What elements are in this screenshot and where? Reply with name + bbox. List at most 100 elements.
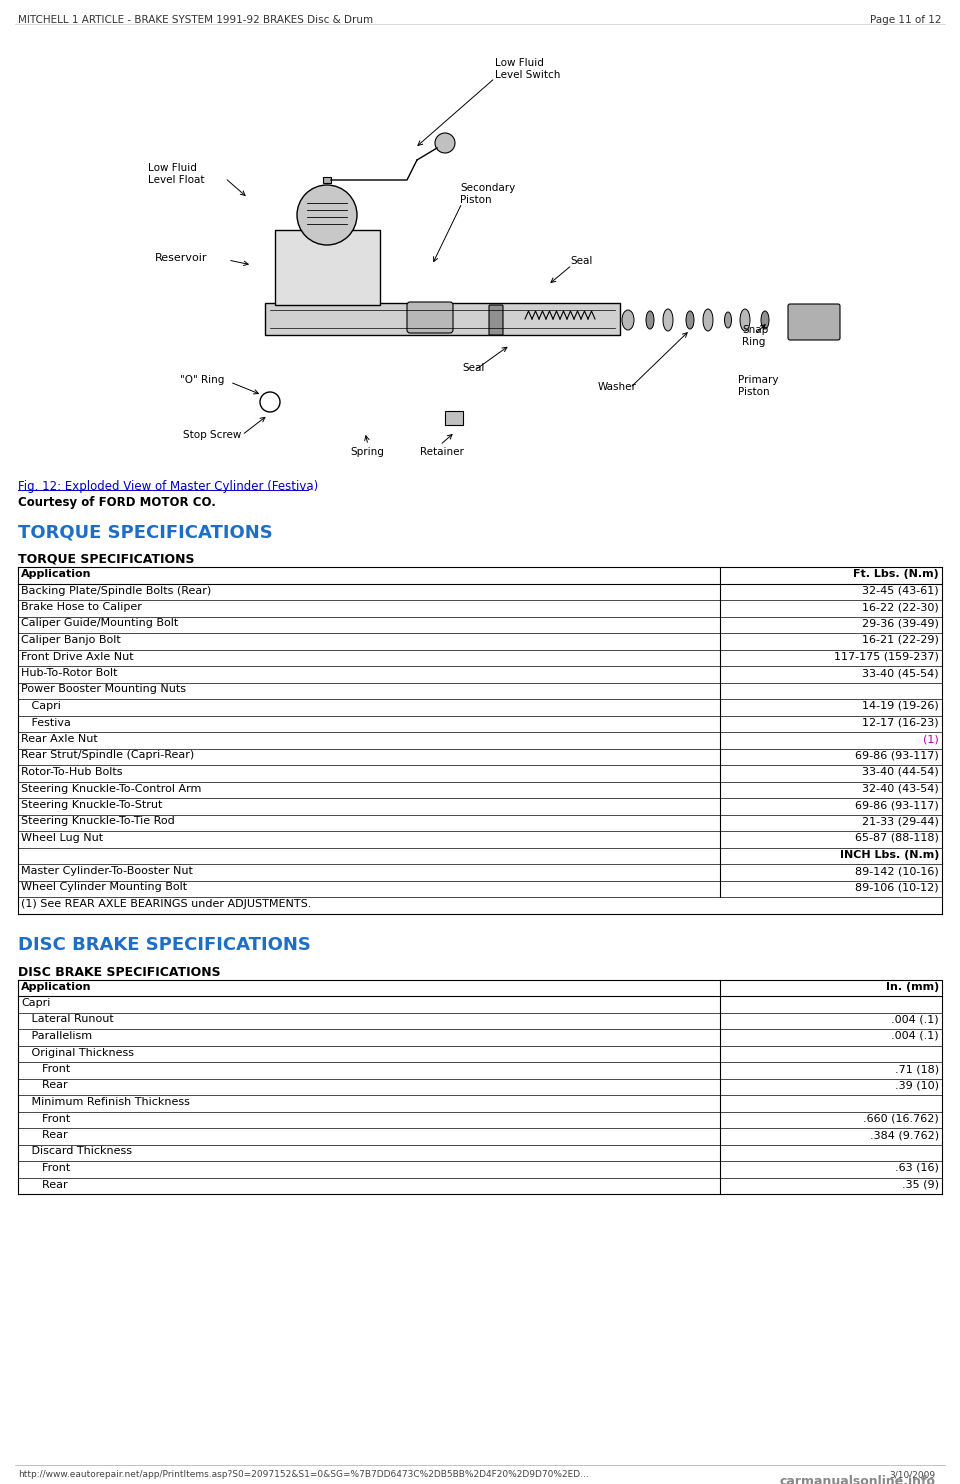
Text: 32-40 (43-54): 32-40 (43-54) xyxy=(862,784,939,794)
Text: .660 (16.762): .660 (16.762) xyxy=(863,1113,939,1123)
Text: Steering Knuckle-To-Tie Rod: Steering Knuckle-To-Tie Rod xyxy=(21,816,175,827)
Text: 29-36 (39-49): 29-36 (39-49) xyxy=(862,619,939,629)
Text: Reservoir: Reservoir xyxy=(155,252,207,263)
Text: DISC BRAKE SPECIFICATIONS: DISC BRAKE SPECIFICATIONS xyxy=(18,966,221,978)
Text: Piston: Piston xyxy=(460,194,492,205)
Ellipse shape xyxy=(646,312,654,329)
Text: Secondary: Secondary xyxy=(460,183,516,193)
Text: Rear Axle Nut: Rear Axle Nut xyxy=(21,735,98,743)
Text: Discard Thickness: Discard Thickness xyxy=(21,1147,132,1156)
Bar xyxy=(445,411,463,424)
Text: Page 11 of 12: Page 11 of 12 xyxy=(871,15,942,25)
Ellipse shape xyxy=(663,309,673,331)
Text: Spring: Spring xyxy=(350,447,384,457)
Text: Capri: Capri xyxy=(21,999,50,1008)
Text: Courtesy of FORD MOTOR CO.: Courtesy of FORD MOTOR CO. xyxy=(18,496,216,509)
Text: Fig. 12: Exploded View of Master Cylinder (Festiva): Fig. 12: Exploded View of Master Cylinde… xyxy=(18,479,319,493)
Text: Piston: Piston xyxy=(738,387,770,398)
Text: MITCHELL 1 ARTICLE - BRAKE SYSTEM 1991-92 BRAKES Disc & Drum: MITCHELL 1 ARTICLE - BRAKE SYSTEM 1991-9… xyxy=(18,15,373,25)
Text: Rear: Rear xyxy=(21,1180,67,1190)
Text: Stop Screw: Stop Screw xyxy=(183,430,241,439)
Circle shape xyxy=(297,186,357,245)
Ellipse shape xyxy=(761,312,769,329)
Text: Front: Front xyxy=(21,1064,70,1074)
Text: Primary: Primary xyxy=(738,375,779,384)
Text: 89-106 (10-12): 89-106 (10-12) xyxy=(855,883,939,892)
Bar xyxy=(265,303,620,335)
FancyBboxPatch shape xyxy=(275,230,380,306)
FancyBboxPatch shape xyxy=(788,304,840,340)
Text: Steering Knuckle-To-Strut: Steering Knuckle-To-Strut xyxy=(21,800,162,810)
Text: Low Fluid: Low Fluid xyxy=(148,163,197,174)
Text: INCH Lbs. (N.m): INCH Lbs. (N.m) xyxy=(840,849,939,859)
Text: Original Thickness: Original Thickness xyxy=(21,1048,134,1058)
Text: 69-86 (93-117): 69-86 (93-117) xyxy=(855,751,939,760)
Text: Lateral Runout: Lateral Runout xyxy=(21,1015,113,1024)
Text: Power Booster Mounting Nuts: Power Booster Mounting Nuts xyxy=(21,684,186,695)
Text: 12-17 (16-23): 12-17 (16-23) xyxy=(862,717,939,727)
Text: Minimum Refinish Thickness: Minimum Refinish Thickness xyxy=(21,1097,190,1107)
Text: Front: Front xyxy=(21,1113,70,1123)
Text: .004 (.1): .004 (.1) xyxy=(892,1031,939,1040)
Text: (1) See REAR AXLE BEARINGS under ADJUSTMENTS.: (1) See REAR AXLE BEARINGS under ADJUSTM… xyxy=(21,899,311,910)
Text: Retainer: Retainer xyxy=(420,447,464,457)
Text: 21-33 (29-44): 21-33 (29-44) xyxy=(862,816,939,827)
Text: 33-40 (44-54): 33-40 (44-54) xyxy=(862,767,939,778)
Text: Rear Strut/Spindle (Capri-Rear): Rear Strut/Spindle (Capri-Rear) xyxy=(21,751,194,760)
Text: .384 (9.762): .384 (9.762) xyxy=(870,1129,939,1140)
Text: 3/10/2009: 3/10/2009 xyxy=(889,1471,935,1480)
Text: Steering Knuckle-To-Control Arm: Steering Knuckle-To-Control Arm xyxy=(21,784,202,794)
Text: 117-175 (159-237): 117-175 (159-237) xyxy=(834,651,939,662)
Text: Washer: Washer xyxy=(598,381,636,392)
Text: Front Drive Axle Nut: Front Drive Axle Nut xyxy=(21,651,133,662)
FancyBboxPatch shape xyxy=(489,306,503,335)
Text: 69-86 (93-117): 69-86 (93-117) xyxy=(855,800,939,810)
Text: TORQUE SPECIFICATIONS: TORQUE SPECIFICATIONS xyxy=(18,522,273,542)
Text: Ring: Ring xyxy=(742,337,765,347)
Text: carmanualsonline.info: carmanualsonline.info xyxy=(780,1475,936,1484)
Text: "O" Ring: "O" Ring xyxy=(180,375,225,384)
Text: 16-21 (22-29): 16-21 (22-29) xyxy=(862,635,939,646)
Ellipse shape xyxy=(622,310,634,329)
Text: Application: Application xyxy=(21,981,91,991)
Ellipse shape xyxy=(703,309,713,331)
Text: Seal: Seal xyxy=(462,364,485,372)
FancyBboxPatch shape xyxy=(407,303,453,332)
Text: Rear: Rear xyxy=(21,1080,67,1091)
Ellipse shape xyxy=(725,312,732,328)
Ellipse shape xyxy=(740,309,750,331)
Text: Snap: Snap xyxy=(742,325,768,335)
Text: Festiva: Festiva xyxy=(21,717,71,727)
Text: http://www.eautorepair.net/app/PrintItems.asp?S0=2097152&S1=0&SG=%7B7DD6473C%2DB: http://www.eautorepair.net/app/PrintItem… xyxy=(18,1471,588,1480)
Text: .35 (9): .35 (9) xyxy=(902,1180,939,1190)
Text: Level Float: Level Float xyxy=(148,175,204,186)
Text: DISC BRAKE SPECIFICATIONS: DISC BRAKE SPECIFICATIONS xyxy=(18,935,311,954)
Text: Master Cylinder-To-Booster Nut: Master Cylinder-To-Booster Nut xyxy=(21,867,193,876)
Text: 65-87 (88-118): 65-87 (88-118) xyxy=(855,833,939,843)
Circle shape xyxy=(435,134,455,153)
Text: 32-45 (43-61): 32-45 (43-61) xyxy=(862,586,939,595)
Text: Brake Hose to Caliper: Brake Hose to Caliper xyxy=(21,603,142,611)
Text: Backing Plate/Spindle Bolts (Rear): Backing Plate/Spindle Bolts (Rear) xyxy=(21,586,211,595)
Text: .71 (18): .71 (18) xyxy=(895,1064,939,1074)
Text: .004 (.1): .004 (.1) xyxy=(892,1015,939,1024)
Text: .39 (10): .39 (10) xyxy=(895,1080,939,1091)
Text: 33-40 (45-54): 33-40 (45-54) xyxy=(862,668,939,678)
Text: 14-19 (19-26): 14-19 (19-26) xyxy=(862,700,939,711)
Text: Hub-To-Rotor Bolt: Hub-To-Rotor Bolt xyxy=(21,668,117,678)
Text: .63 (16): .63 (16) xyxy=(895,1163,939,1172)
Text: Wheel Cylinder Mounting Bolt: Wheel Cylinder Mounting Bolt xyxy=(21,883,187,892)
Text: 89-142 (10-16): 89-142 (10-16) xyxy=(855,867,939,876)
Text: Parallelism: Parallelism xyxy=(21,1031,92,1040)
Text: Rotor-To-Hub Bolts: Rotor-To-Hub Bolts xyxy=(21,767,123,778)
Text: Front: Front xyxy=(21,1163,70,1172)
Ellipse shape xyxy=(686,312,694,329)
Bar xyxy=(323,177,331,183)
Text: Rear: Rear xyxy=(21,1129,67,1140)
Text: TORQUE SPECIFICATIONS: TORQUE SPECIFICATIONS xyxy=(18,554,195,565)
Text: Capri: Capri xyxy=(21,700,60,711)
Text: Application: Application xyxy=(21,568,91,579)
Text: In. (mm): In. (mm) xyxy=(886,981,939,991)
Text: Caliper Banjo Bolt: Caliper Banjo Bolt xyxy=(21,635,121,646)
Text: Caliper Guide/Mounting Bolt: Caliper Guide/Mounting Bolt xyxy=(21,619,179,629)
